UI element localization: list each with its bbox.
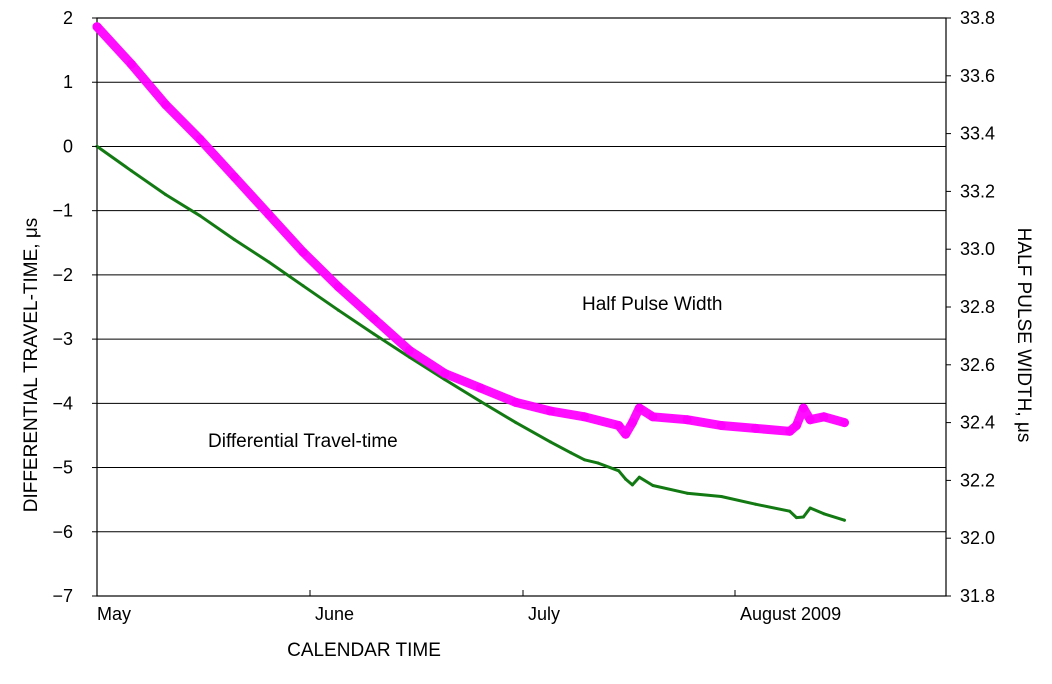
- x-axis-ticks: May June July August 2009: [96, 590, 947, 624]
- plot-frame: [96, 17, 947, 597]
- data-point-differential-travel-time: [842, 518, 846, 522]
- data-point-half-pulse-width: [792, 421, 801, 430]
- data-point-half-pulse-width: [475, 383, 485, 393]
- data-point-half-pulse-width: [92, 22, 102, 32]
- data-point-half-pulse-width: [369, 314, 379, 324]
- data-point-half-pulse-width: [682, 415, 692, 425]
- right-tick-label: 33.8: [960, 8, 995, 28]
- data-point-half-pulse-width: [126, 59, 136, 69]
- left-tick-label: −6: [52, 522, 73, 542]
- data-point-half-pulse-width: [545, 406, 555, 416]
- left-tick-label: 2: [63, 8, 73, 28]
- left-tick-label: −7: [52, 586, 73, 606]
- right-axis-ticks: 33.8 33.6 33.4 33.2 33.0 32.8 32.6 32.4 32.2 32.0…: [946, 8, 995, 606]
- data-point-differential-travel-time: [801, 515, 805, 519]
- data-point-half-pulse-width: [580, 412, 589, 422]
- left-axis-ticks: 2 1 0 −1 −2 −3 −4 −5 −6 −7: [52, 8, 97, 606]
- data-point-half-pulse-width: [404, 345, 414, 355]
- data-point-differential-travel-time: [267, 260, 271, 264]
- data-point-half-pulse-width: [195, 134, 205, 144]
- data-point-differential-travel-time: [583, 458, 586, 462]
- data-point-differential-travel-time: [443, 378, 447, 382]
- data-point-differential-travel-time: [719, 495, 723, 498]
- x-tick-label: July: [528, 604, 560, 624]
- x-tick-label: May: [97, 604, 131, 624]
- x-tick-label: June: [315, 604, 354, 624]
- left-tick-label: −1: [52, 201, 73, 221]
- right-tick-label: 32.2: [960, 470, 995, 490]
- data-point-half-pulse-width: [819, 412, 829, 422]
- series-line-differential-travel-time: [95, 144, 846, 522]
- right-tick-label: 31.8: [960, 586, 995, 606]
- data-point-differential-travel-time: [198, 214, 202, 218]
- data-point-half-pulse-width: [440, 369, 450, 378]
- grid-lines: [97, 81, 946, 533]
- data-point-differential-travel-time: [129, 169, 133, 173]
- annotation-half-pulse-width: Half Pulse Width: [582, 294, 722, 315]
- data-point-differential-travel-time: [232, 238, 236, 242]
- series-line-half-pulse-width: [92, 22, 849, 439]
- right-tick-label: 32.4: [960, 413, 995, 433]
- data-point-differential-travel-time: [651, 484, 655, 487]
- data-point-half-pulse-width: [805, 415, 815, 425]
- left-axis-title: DIFFERENTIAL TRAVEL-TIME, μs: [21, 218, 42, 513]
- data-point-half-pulse-width: [614, 421, 624, 430]
- data-point-differential-travel-time: [754, 502, 757, 506]
- right-tick-label: 32.6: [960, 355, 995, 375]
- data-point-differential-travel-time: [617, 469, 621, 473]
- data-point-differential-travel-time: [624, 477, 628, 481]
- data-point-half-pulse-width: [621, 429, 631, 439]
- data-point-half-pulse-width: [264, 210, 274, 219]
- right-tick-label: 33.6: [960, 66, 995, 86]
- left-tick-label: −4: [52, 393, 73, 413]
- data-point-differential-travel-time: [164, 193, 168, 197]
- data-point-half-pulse-width: [648, 412, 658, 422]
- data-point-half-pulse-width: [511, 397, 521, 407]
- data-point-differential-travel-time: [372, 332, 376, 336]
- x-axis-title: CALENDAR TIME: [287, 640, 441, 661]
- right-tick-label: 32.8: [960, 297, 995, 317]
- data-point-half-pulse-width: [627, 418, 637, 428]
- data-point-half-pulse-width: [798, 403, 808, 413]
- data-point-differential-travel-time: [630, 483, 634, 487]
- right-tick-label: 33.0: [960, 239, 995, 259]
- data-point-half-pulse-width: [161, 100, 171, 110]
- data-point-differential-travel-time: [822, 512, 826, 516]
- data-point-half-pulse-width: [634, 403, 644, 413]
- left-tick-label: −2: [52, 265, 73, 285]
- data-point-differential-travel-time: [808, 506, 812, 510]
- data-point-differential-travel-time: [301, 284, 305, 288]
- data-point-half-pulse-width: [751, 423, 760, 433]
- data-point-differential-travel-time: [407, 355, 411, 359]
- data-point-half-pulse-width: [298, 247, 308, 257]
- data-point-differential-travel-time: [548, 440, 552, 444]
- left-tick-label: −3: [52, 329, 73, 349]
- data-point-differential-travel-time: [336, 308, 340, 312]
- data-point-half-pulse-width: [839, 418, 849, 428]
- right-tick-label: 33.4: [960, 124, 995, 144]
- data-point-differential-travel-time: [685, 491, 689, 495]
- left-tick-label: −5: [52, 458, 73, 478]
- x-tick-label: August 2009: [740, 604, 841, 624]
- right-axis-title: HALF PULSE WIDTH, μs: [1013, 228, 1034, 443]
- left-tick-label: 0: [63, 136, 73, 156]
- right-tick-label: 33.2: [960, 181, 995, 201]
- data-point-differential-travel-time: [795, 516, 798, 520]
- left-tick-label: 1: [63, 72, 73, 92]
- annotation-differential-travel-time: Differential Travel-time: [208, 431, 398, 452]
- data-point-half-pulse-width: [333, 282, 343, 292]
- data-point-half-pulse-width: [716, 421, 726, 430]
- data-point-differential-travel-time: [637, 475, 641, 479]
- data-point-differential-travel-time: [569, 451, 573, 455]
- right-tick-label: 32.0: [960, 528, 995, 548]
- data-point-differential-travel-time: [478, 399, 482, 403]
- data-point-half-pulse-width: [229, 172, 239, 182]
- series-layer: [92, 22, 849, 522]
- data-point-differential-travel-time: [788, 509, 792, 513]
- data-point-differential-travel-time: [514, 421, 518, 425]
- data-point-half-pulse-width: [785, 426, 795, 436]
- data-point-differential-travel-time: [596, 461, 600, 465]
